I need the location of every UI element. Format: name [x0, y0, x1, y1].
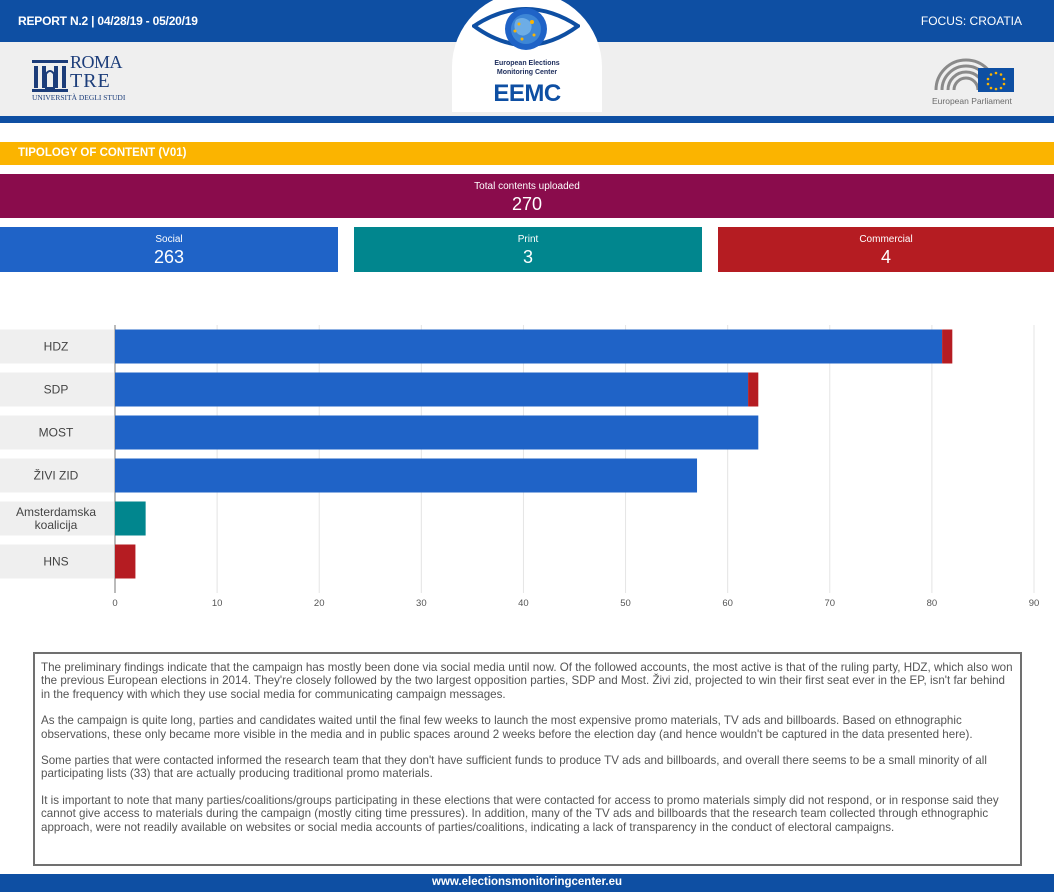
kpi-commercial-label: Commercial	[859, 234, 913, 245]
report-period: REPORT N.2 | 04/28/19 - 05/20/19	[18, 14, 198, 28]
category-label-background	[0, 544, 114, 579]
kpi-total-label: Total contents uploaded	[474, 181, 580, 192]
kpi-commercial-value: 4	[880, 247, 891, 267]
category-label: SDP	[44, 383, 69, 397]
european-parliament-label: European Parliament	[932, 96, 1012, 106]
kpi-total-contents: Total contents uploaded 270	[0, 174, 1054, 218]
category-label-background	[0, 501, 114, 536]
section-title: TIPOLOGY OF CONTENT (V01)	[18, 147, 187, 159]
bar-0-3	[115, 458, 698, 493]
category-label-background	[0, 372, 114, 407]
bar-2-5	[115, 544, 136, 579]
x-tick-label: 40	[518, 598, 529, 608]
kpi-social: Social 263	[0, 227, 338, 272]
x-tick-label: 50	[620, 598, 631, 608]
findings-paragraph-4: It is important to note that many partie…	[41, 793, 999, 834]
header-divider	[0, 116, 1054, 123]
roma-tre-logo: ROMA TRE UNIVERSITÀ DEGLI STUDI	[32, 52, 126, 104]
category-label: HNS	[43, 555, 68, 569]
bar-0-1	[115, 372, 749, 407]
bar-0-0	[115, 329, 943, 364]
bar-1-4	[115, 501, 146, 536]
category-label-background	[0, 458, 114, 493]
x-tick-label: 30	[416, 598, 427, 608]
findings-paragraph-3: Some parties that were contacted informe…	[41, 754, 987, 781]
bar-0-2	[115, 415, 759, 450]
footer-url[interactable]: www.electionsmonitoringcenter.eu	[432, 876, 622, 888]
x-tick-label: 10	[212, 598, 223, 608]
roma-tre-building-icon	[32, 60, 68, 92]
findings-paragraph-1: The preliminary findings indicate that t…	[41, 661, 1013, 701]
focus-country: FOCUS: CROATIA	[920, 14, 1022, 28]
category-label: HDZ	[44, 340, 69, 354]
category-label-background	[0, 415, 114, 450]
kpi-print: Print 3	[354, 227, 702, 272]
x-tick-label: 0	[112, 598, 117, 608]
section-title-bar: TIPOLOGY OF CONTENT (V01)	[0, 142, 1054, 165]
category-label: ŽIVI ZID	[34, 468, 79, 483]
eemc-subtitle-2: Monitoring Center	[496, 69, 558, 76]
category-label: Amsterdamska koalicija	[16, 505, 96, 532]
category-label-background	[0, 329, 114, 364]
roma-tre-text-3: UNIVERSITÀ DEGLI STUDI	[32, 93, 126, 102]
x-tick-label: 20	[314, 598, 325, 608]
findings-text-box: The preliminary findings indicate that t…	[33, 652, 1022, 866]
european-parliament-logo: European Parliament	[930, 50, 1020, 108]
eemc-subtitle-1: European Elections	[494, 60, 560, 67]
x-tick-label: 60	[722, 598, 733, 608]
x-tick-label: 80	[927, 598, 938, 608]
category-label: MOST	[39, 426, 74, 440]
findings-paragraph-2: As the campaign is quite long, parties a…	[41, 714, 973, 741]
footer-bar: www.electionsmonitoringcenter.eu	[0, 874, 1054, 892]
kpi-commercial: Commercial 4	[718, 227, 1054, 272]
party-content-bar-chart: 0 10 20 30 40 50 60 70 80 90 HDZ SDP MOST ŽIVI ZID Ams…	[0, 325, 1040, 608]
kpi-print-value: 3	[522, 247, 533, 267]
eemc-wordmark: EEMC	[493, 80, 561, 107]
bar-2-0	[942, 329, 953, 364]
roma-tre-text-1: ROMA	[70, 52, 123, 72]
parliament-hemicycle-icon	[934, 58, 1014, 92]
roma-tre-text-2: TRE	[70, 70, 111, 92]
bar-2-1	[748, 372, 759, 407]
kpi-total-value: 270	[511, 194, 543, 214]
x-tick-label: 70	[824, 598, 835, 608]
kpi-social-label: Social	[155, 234, 183, 245]
x-tick-label: 90	[1029, 598, 1040, 608]
kpi-print-label: Print	[517, 234, 539, 245]
kpi-social-value: 263	[153, 247, 185, 267]
eemc-eye-icon	[472, 7, 580, 50]
